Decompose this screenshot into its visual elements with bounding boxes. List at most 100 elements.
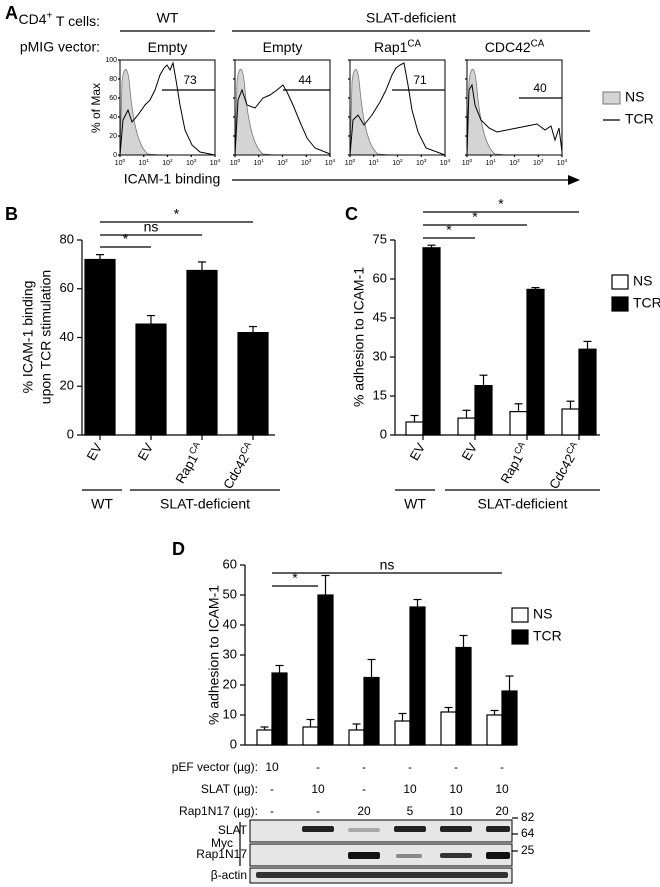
superscript: 2 (400, 158, 403, 164)
x-tick-label: 103 (301, 158, 312, 167)
y-tick-label: 0 (380, 426, 387, 441)
label-text: T cells: (52, 13, 100, 29)
bar (405, 421, 424, 436)
superscript: 1 (376, 158, 379, 164)
label-text: CD4 (19, 11, 47, 27)
gate-label: 44 (298, 73, 312, 87)
bar (302, 726, 319, 746)
x-tick-label: 103 (533, 158, 544, 167)
x-tick-label: 101 (485, 158, 496, 167)
y-axis-label: % adhesion to ICAM-1 (206, 585, 222, 725)
legend-swatch (511, 607, 529, 623)
condition-cell: 5 (407, 804, 414, 818)
bar (237, 332, 269, 436)
label-text: 10 (115, 160, 123, 167)
x-tick-label: 102 (162, 158, 173, 167)
label-text: EV (84, 440, 106, 463)
blot-row-label: β-actin (211, 868, 247, 882)
histogram (234, 68, 331, 156)
label-text: 10 (462, 160, 470, 167)
arrow-head (568, 175, 580, 185)
condition-cell: 10 (449, 782, 463, 796)
y-tick-label: 20 (223, 676, 237, 691)
superscript: 3 (194, 158, 197, 164)
bar (486, 714, 503, 746)
histogram (466, 68, 563, 156)
label-text: Empty (263, 39, 303, 55)
superscript: 4 (333, 158, 336, 164)
x-axis-label: ICAM-1 binding (124, 171, 221, 187)
label-text: 10 (533, 160, 541, 167)
x-tick-label: Cdc42CA (219, 439, 259, 491)
y-tick-label: 80 (109, 76, 117, 83)
label-text: 10 (485, 160, 493, 167)
panel-letter: A (5, 3, 18, 23)
y-tick-label: 15 (373, 387, 387, 402)
legend-label: NS (633, 273, 652, 289)
bar (457, 417, 476, 436)
x-tick-label: 104 (210, 158, 221, 167)
superscript: 3 (309, 158, 312, 164)
label-text: 10 (253, 160, 261, 167)
y-axis-label: upon TCR stimulation (38, 270, 54, 404)
label-text: 10 (186, 160, 194, 167)
y-tick-label: 50 (223, 586, 237, 601)
label-text: Rap1 (173, 452, 202, 486)
bar (84, 258, 116, 436)
y-tick-label: 80 (60, 231, 74, 246)
superscript: 4 (218, 158, 221, 164)
bar (501, 690, 518, 746)
group-label: WT (404, 496, 426, 512)
label-text: Empty (148, 39, 188, 55)
y-tick-label: 40 (109, 114, 117, 121)
significance-label: * (292, 570, 298, 586)
y-tick-label: 60 (373, 270, 387, 285)
significance-label: * (123, 231, 129, 247)
label-text: Cdc42 (546, 452, 578, 492)
blot-tag: Myc (211, 836, 233, 850)
condition-cell: 20 (357, 804, 371, 818)
condition-label: pEF vector (µg): (172, 760, 258, 774)
label-text: 10 (557, 160, 565, 167)
bar (271, 672, 288, 746)
y-tick-label: 100 (105, 57, 117, 64)
legend-label: TCR (633, 295, 660, 311)
x-tick-label: Rap1CA (497, 439, 533, 486)
label-text: 10 (301, 160, 309, 167)
x-tick-label: EV (459, 440, 481, 463)
condition-cell: - (454, 760, 458, 774)
group-label: WT (157, 10, 179, 26)
x-tick-label: Cdc42CA (545, 439, 585, 491)
legend-label: NS (625, 89, 644, 105)
label-text: Rap1 (498, 452, 527, 486)
label-text: 10 (509, 160, 517, 167)
size-marker: 25 (521, 843, 535, 857)
condition-label: SLAT (µg): (201, 782, 258, 796)
condition-cell: - (270, 782, 274, 796)
bar (509, 411, 528, 436)
condition-cell: 10 (403, 782, 417, 796)
significance-label: * (174, 206, 180, 222)
y-tick-label: 30 (223, 646, 237, 661)
legend-swatch (611, 274, 629, 290)
y-tick-label: 30 (373, 348, 387, 363)
y-tick-label: 0 (230, 736, 237, 751)
x-tick-label: 100 (345, 158, 356, 167)
condition-cell: 10 (449, 804, 463, 818)
superscript: 4 (565, 158, 568, 164)
condition-cell: - (362, 782, 366, 796)
superscript: CA (531, 38, 545, 49)
gate-label: 71 (413, 73, 427, 87)
superscript: 0 (123, 158, 126, 164)
superscript: CA (407, 38, 421, 49)
group-label: SLAT-deficient (160, 496, 250, 512)
label-text: 10 (230, 160, 238, 167)
x-tick-label: 101 (253, 158, 264, 167)
significance-label: * (498, 196, 504, 212)
significance-label: ns (380, 557, 395, 573)
y-tick-label: 75 (373, 231, 387, 246)
x-tick-label: 104 (325, 158, 336, 167)
superscript: 2 (170, 158, 173, 164)
label-text: 10 (325, 160, 333, 167)
condition-cell: - (270, 804, 274, 818)
